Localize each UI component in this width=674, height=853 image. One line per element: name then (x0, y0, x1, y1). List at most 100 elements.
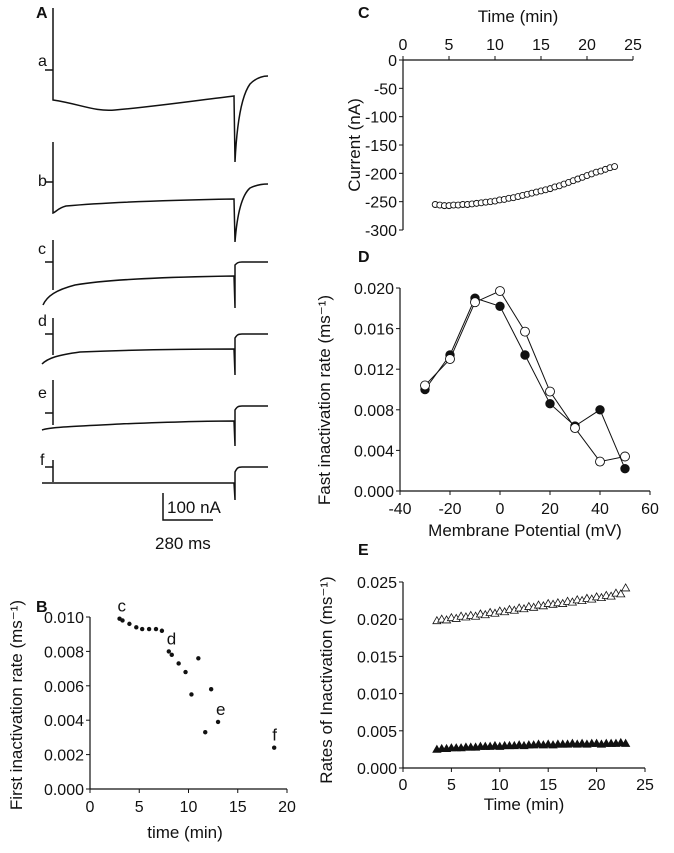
x-tick-label: -40 (388, 501, 411, 518)
data-point (520, 350, 530, 360)
x-axis-label: Membrane Potential (mV) (428, 521, 622, 540)
trace-f (42, 460, 268, 501)
data-point (611, 163, 619, 170)
x-tick-label: 60 (641, 501, 659, 518)
y-tick-label: 0.016 (354, 322, 394, 339)
trace-label-e: e (38, 385, 47, 402)
x-tick-label: 20 (578, 37, 596, 54)
data-point (208, 687, 214, 692)
x-tick-label: 15 (539, 777, 557, 794)
panel-label-b: B (36, 599, 48, 616)
x-tick-label: 5 (447, 777, 456, 794)
trace-c (42, 240, 268, 309)
data-point (495, 301, 505, 311)
data-point (495, 286, 505, 296)
y-tick-label: 0.020 (357, 612, 397, 629)
y-tick-label: 0.010 (44, 610, 84, 627)
data-point (616, 589, 626, 598)
x-axis-label: Time (min) (484, 795, 565, 814)
y-tick-label: 0.000 (357, 761, 397, 778)
point-annotation: d (167, 629, 176, 648)
data-point (570, 423, 580, 434)
x-tick-label: 10 (180, 799, 198, 816)
panel-label-e: E (358, 542, 369, 559)
y-tick-label: -100 (365, 110, 397, 127)
data-point (120, 618, 125, 623)
x-tick-label: 0 (496, 501, 505, 518)
data-point (176, 661, 181, 666)
x-axis-label: time (min) (147, 823, 223, 842)
panel-a-traces (41, 8, 269, 521)
x-tick-label: 5 (445, 37, 454, 54)
panel-e-chart: 0 5 10 15 20 25 0.000 0.005 0.010 0.015 0.020 0.025… (317, 575, 654, 814)
data-point (146, 626, 152, 632)
data-point (127, 621, 132, 627)
x-tick-label: 20 (278, 799, 296, 816)
data-point (620, 738, 631, 747)
panel-b-chart: 0 5 10 15 20 0.000 0.002 0.004 0.006 0.008 0.010 ti… (7, 597, 296, 842)
y-tick-label: 0.004 (44, 713, 84, 730)
y-tick-label: 0.000 (354, 484, 394, 501)
trace-e (41, 380, 268, 447)
trace-label-a: a (38, 53, 47, 70)
trace-label-c: c (38, 241, 46, 258)
x-tick-label: 0 (86, 799, 95, 816)
y-axis-label: Fast inactivation rate (ms⁻¹) (315, 295, 334, 505)
y-axis-label: Current (nA) (345, 98, 364, 192)
panel-label-d: D (358, 249, 370, 266)
x-tick-label: 25 (624, 37, 642, 54)
trace-label-b: b (38, 173, 47, 190)
scale-bar (162, 493, 213, 521)
y-axis-label: First inactivation rate (ms⁻¹) (7, 600, 26, 810)
data-point (153, 626, 159, 632)
data-point (595, 405, 605, 415)
y-tick-label: 0.002 (44, 748, 84, 765)
x-tick-label: 25 (636, 777, 654, 794)
series-line-open (424, 290, 626, 463)
data-point (159, 628, 165, 633)
data-point (189, 692, 194, 697)
point-annotation: c (118, 597, 127, 616)
y-tick-label: 0.012 (354, 362, 394, 379)
y-tick-label: 0.005 (357, 724, 397, 741)
trace-label-f: f (40, 452, 45, 469)
x-tick-label: 0 (399, 37, 408, 54)
panel-c-chart: 0 5 10 15 20 25 0 -50 -100 -150 -200 -250 -300 Time (… (345, 7, 642, 240)
data-point (203, 730, 208, 735)
x-tick-label: -20 (438, 501, 461, 518)
data-point (169, 652, 174, 658)
panel-d-chart: -40 -20 0 20 40 60 0.000 0.004 0.008 0.012 0.016 0.… (315, 281, 659, 540)
scale-time-label: 280 ms (155, 534, 211, 553)
y-tick-label: 0.020 (354, 281, 394, 298)
trace-b (45, 142, 269, 243)
y-tick-label: 0.010 (357, 687, 397, 704)
y-tick-label: -50 (374, 81, 397, 98)
y-tick-label: 0.008 (354, 403, 394, 420)
data-point (183, 669, 188, 675)
data-point (620, 451, 630, 462)
y-axis-label: Rates of Inactivation (ms⁻¹) (317, 576, 336, 783)
trace-a (45, 8, 269, 163)
x-tick-label: 40 (591, 501, 609, 518)
data-point (134, 625, 139, 630)
scale-current-label: 100 nA (167, 498, 222, 517)
data-point (620, 463, 630, 474)
trace-d (41, 318, 268, 376)
y-tick-label: -250 (365, 195, 397, 212)
x-tick-label: 15 (229, 799, 247, 816)
x-tick-label: 20 (588, 777, 606, 794)
data-point (520, 326, 530, 337)
data-point (620, 583, 631, 592)
y-tick-label: 0.015 (357, 649, 397, 666)
data-point (595, 456, 605, 467)
trace-label-d: d (38, 313, 47, 330)
y-tick-label: -300 (365, 223, 397, 240)
y-tick-label: 0.004 (354, 443, 394, 460)
point-annotation: f (272, 726, 277, 745)
data-point (196, 656, 201, 661)
data-point (545, 386, 555, 397)
data-point (545, 399, 555, 409)
x-tick-label: 10 (491, 777, 509, 794)
series-line-filled (424, 297, 626, 469)
